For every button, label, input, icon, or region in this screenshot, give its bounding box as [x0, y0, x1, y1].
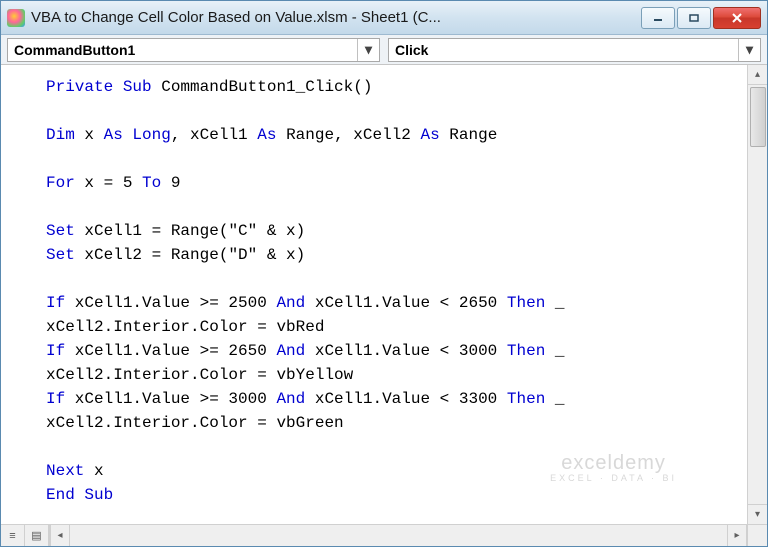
code-editor[interactable]: exceldemy EXCEL · DATA · BI Private Sub …: [1, 65, 747, 524]
code-line: [46, 195, 737, 219]
code-line: xCell2.Interior.Color = vbYellow: [46, 363, 737, 387]
close-button[interactable]: [713, 7, 761, 29]
full-module-view-button[interactable]: ▤: [25, 525, 49, 546]
code-line: xCell2.Interior.Color = vbRed: [46, 315, 737, 339]
object-dropdown[interactable]: CommandButton1 ▾: [7, 38, 380, 62]
vba-editor-window: VBA to Change Cell Color Based on Value.…: [0, 0, 768, 547]
code-line: If xCell1.Value >= 2500 And xCell1.Value…: [46, 291, 737, 315]
code-line: Set xCell1 = Range("C" & x): [46, 219, 737, 243]
view-buttons: ≡ ▤: [1, 525, 50, 546]
app-icon: [7, 9, 25, 27]
dropdown-row: CommandButton1 ▾ Click ▾: [1, 35, 767, 65]
minimize-button[interactable]: [641, 7, 675, 29]
chevron-down-icon: ▾: [357, 39, 379, 61]
vertical-scrollbar[interactable]: ▴ ▾: [747, 65, 767, 524]
code-line: Dim x As Long, xCell1 As Range, xCell2 A…: [46, 123, 737, 147]
code-line: For x = 5 To 9: [46, 171, 737, 195]
procedure-dropdown[interactable]: Click ▾: [388, 38, 761, 62]
code-line: xCell2.Interior.Color = vbGreen: [46, 411, 737, 435]
chevron-down-icon: ▾: [738, 39, 760, 61]
procedure-view-button[interactable]: ≡: [1, 525, 25, 546]
bottom-bar: ≡ ▤ ◂ ▸: [1, 524, 767, 546]
object-dropdown-value: CommandButton1: [14, 42, 135, 58]
window-controls: [641, 7, 761, 29]
scroll-down-icon[interactable]: ▾: [748, 504, 767, 524]
scroll-up-icon[interactable]: ▴: [748, 65, 767, 85]
window-title: VBA to Change Cell Color Based on Value.…: [31, 9, 641, 26]
code-line: End Sub: [46, 483, 737, 507]
horizontal-scrollbar[interactable]: [70, 525, 727, 546]
scrollbar-corner: [747, 525, 767, 546]
maximize-button[interactable]: [677, 7, 711, 29]
code-line: If xCell1.Value >= 3000 And xCell1.Value…: [46, 387, 737, 411]
procedure-dropdown-value: Click: [395, 42, 428, 58]
code-line: [46, 435, 737, 459]
scroll-left-icon[interactable]: ◂: [50, 525, 70, 546]
code-line: Set xCell2 = Range("D" & x): [46, 243, 737, 267]
main-area: exceldemy EXCEL · DATA · BI Private Sub …: [1, 65, 767, 524]
code-line: [46, 267, 737, 291]
code-line: [46, 147, 737, 171]
scrollbar-thumb[interactable]: [750, 87, 766, 147]
code-line: Private Sub CommandButton1_Click(): [46, 75, 737, 99]
scroll-right-icon[interactable]: ▸: [727, 525, 747, 546]
code-line: Next x: [46, 459, 737, 483]
titlebar[interactable]: VBA to Change Cell Color Based on Value.…: [1, 1, 767, 35]
code-line: If xCell1.Value >= 2650 And xCell1.Value…: [46, 339, 737, 363]
code-line: [46, 99, 737, 123]
